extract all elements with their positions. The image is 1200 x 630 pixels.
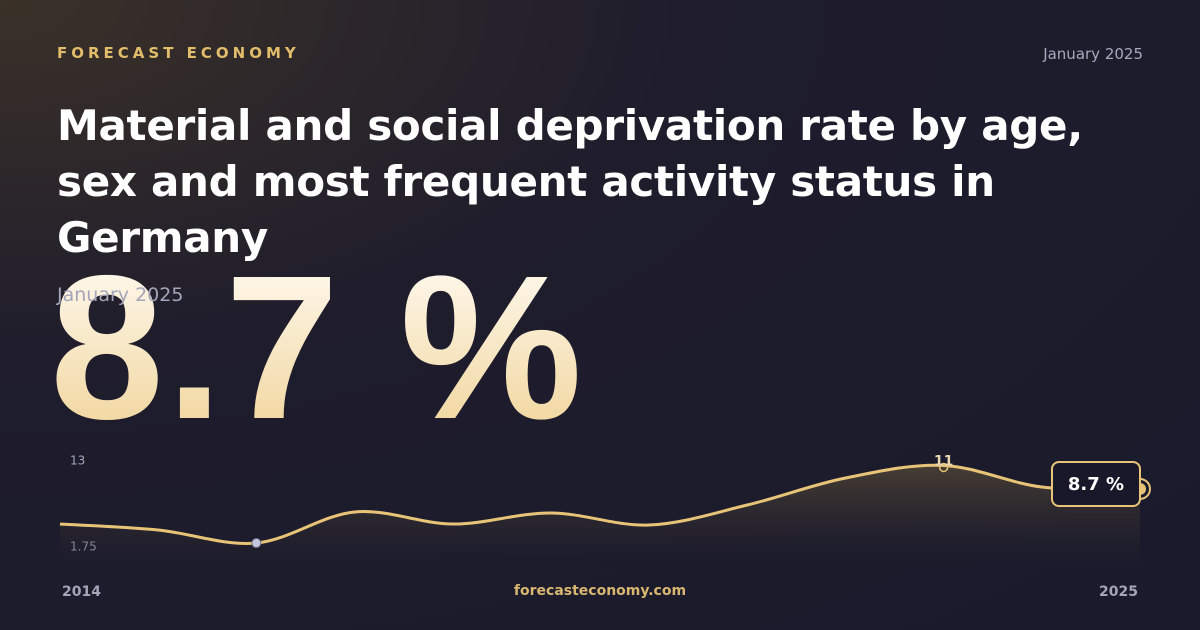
title: Material and social deprivation rate by … (57, 101, 1083, 262)
headline-date: January 2025 (57, 284, 184, 306)
line (59, 463, 1141, 545)
area (60, 465, 1140, 565)
y-tick-label: 13 (70, 454, 85, 468)
footer: forecasteconomy.com (513, 583, 687, 599)
date: January 2025 (1043, 45, 1143, 63)
value-badge (1051, 460, 1141, 507)
brand: FORECAST ECONOMY (57, 44, 300, 62)
x-tick-label: 2025 (1099, 584, 1138, 600)
min-point (251, 538, 262, 549)
max-point (938, 462, 949, 473)
value-label: 8.7 % (1068, 474, 1124, 495)
headline-value: 8.7 % (50, 230, 584, 466)
x-tick-label: 2014 (62, 584, 101, 600)
value-label: 11 (934, 453, 953, 469)
